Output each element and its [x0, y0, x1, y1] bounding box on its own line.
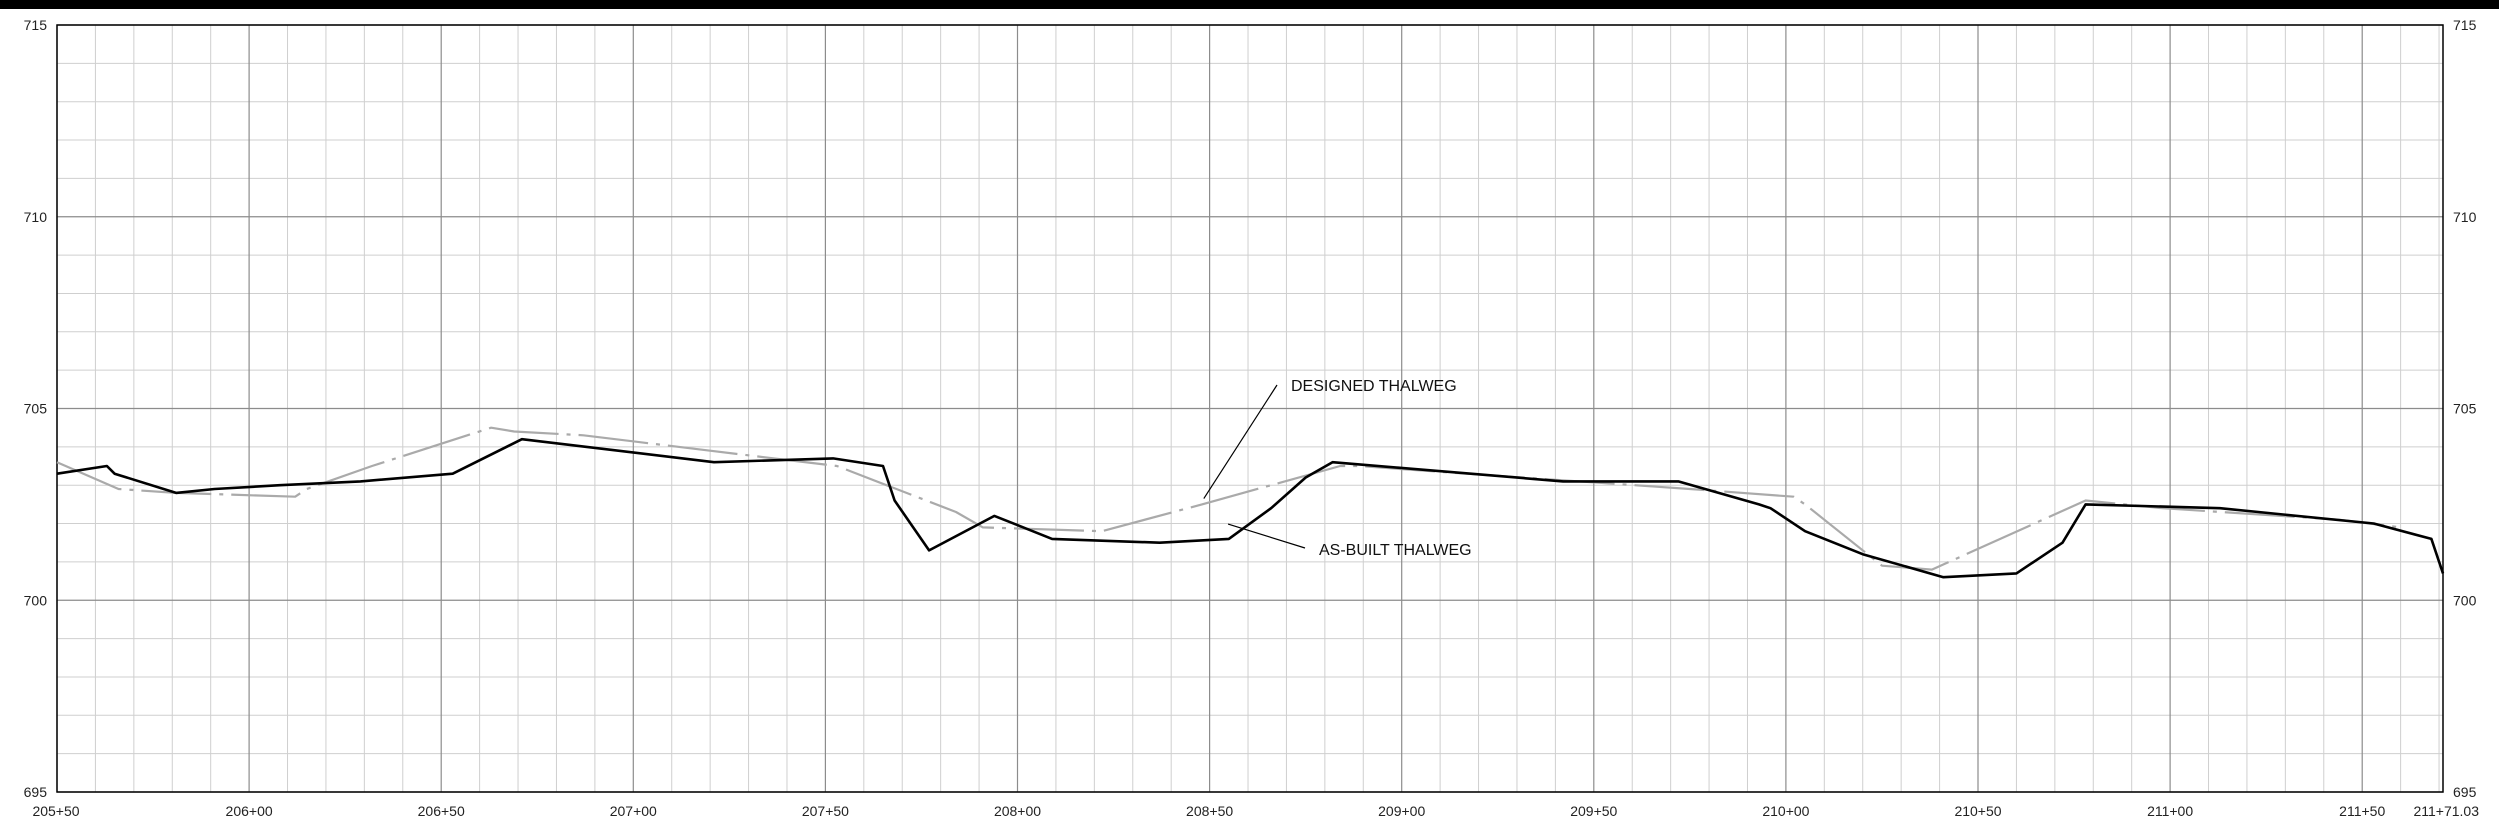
x-tick-label: 208+50 [1186, 803, 1233, 819]
x-tick-label: 207+50 [802, 803, 849, 819]
y-tick-label-left: 695 [24, 784, 48, 800]
designed-thalweg-leader [1203, 384, 1278, 499]
x-tick-label: 209+00 [1378, 803, 1425, 819]
designed-thalweg-line [56, 426, 2401, 571]
x-tick-label: 206+50 [418, 803, 465, 819]
y-tick-label-left: 715 [24, 17, 48, 33]
x-tick-label: 205+50 [32, 803, 79, 819]
annotation-layer: DESIGNED THALWEG AS-BUILT THALWEG [1203, 378, 1472, 559]
x-tick-label: 211+71.03 [2413, 803, 2479, 819]
x-tick-label: 211+50 [2339, 803, 2385, 819]
y-tick-label-left: 710 [24, 209, 48, 225]
y-tick-labels: 695 695 700 700 705 705 710 710 715 715 [24, 17, 2477, 800]
y-tick-label-left: 705 [24, 401, 48, 417]
y-tick-label-left: 700 [24, 592, 48, 608]
designed-thalweg-callout: DESIGNED THALWEG [1291, 378, 1457, 395]
y-tick-label-right: 700 [2453, 592, 2477, 608]
x-tick-label: 207+00 [610, 803, 657, 819]
y-tick-label-right: 705 [2453, 401, 2477, 417]
plot-frame [56, 24, 2444, 793]
as-built-thalweg-callout: AS-BUILT THALWEG [1319, 542, 1472, 559]
x-tick-label: 206+00 [226, 803, 273, 819]
x-tick-label: 210+50 [1954, 803, 2001, 819]
y-tick-label-right: 715 [2453, 17, 2477, 33]
x-tick-label: 208+00 [994, 803, 1041, 819]
x-tick-labels: 205+50 206+00 206+50 207+00 207+50 208+00 208+… [32, 803, 2479, 819]
as-built-thalweg-leader [1227, 523, 1306, 549]
y-tick-label-right: 695 [2453, 784, 2477, 800]
top-border-bar [0, 0, 2499, 9]
y-tick-label-right: 710 [2453, 209, 2477, 225]
series-layer [56, 426, 2445, 579]
x-tick-label: 210+00 [1762, 803, 1809, 819]
x-tick-label: 209+50 [1570, 803, 1617, 819]
as-built-thalweg-line [56, 437, 2445, 579]
x-tick-label: 211+00 [2147, 803, 2193, 819]
